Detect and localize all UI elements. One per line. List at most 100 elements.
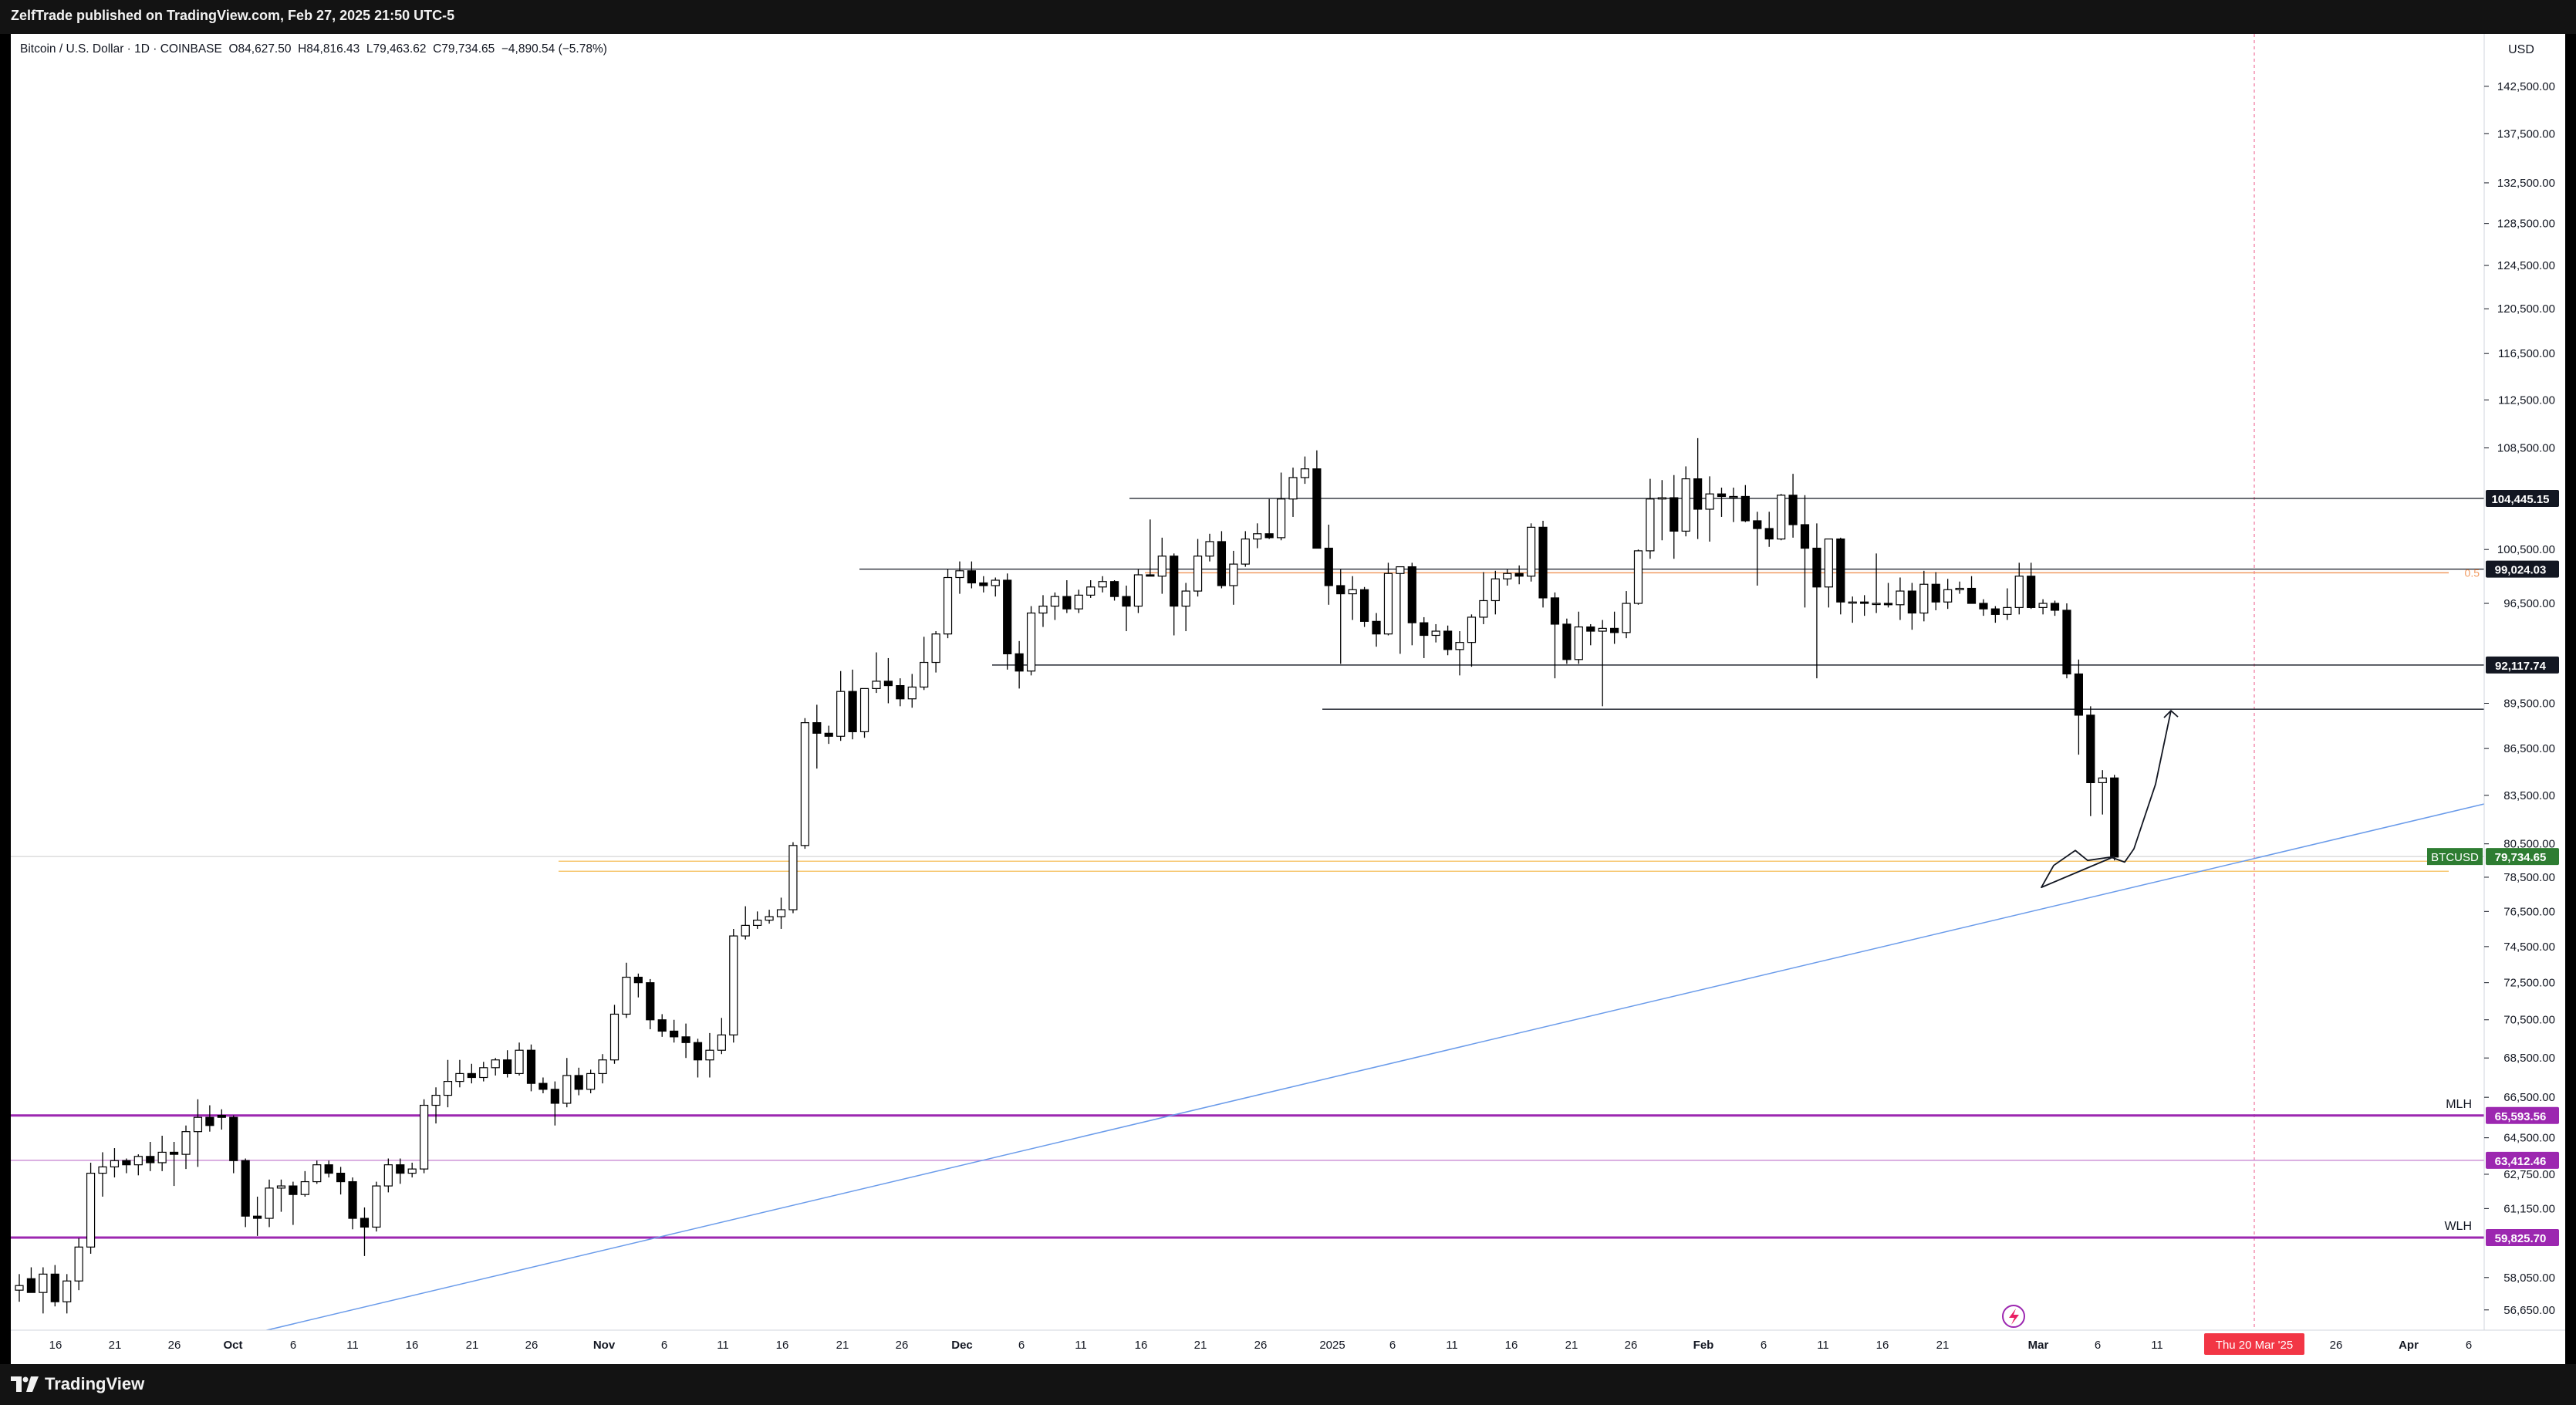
candle-down bbox=[670, 1030, 679, 1038]
price-tick-label: 100,500.00 bbox=[2497, 543, 2555, 556]
candle-up bbox=[1038, 605, 1048, 614]
candlestick-chart[interactable]: USD 142,500.00 137,500.00 132,500.00 128,500… bbox=[11, 34, 2565, 1364]
candle-up bbox=[1872, 603, 1881, 606]
price-tick-label: 86,500.00 bbox=[2503, 742, 2555, 755]
candle-down bbox=[574, 1075, 583, 1090]
time-tick-label: Mar bbox=[2028, 1339, 2049, 1352]
candle-up bbox=[443, 1081, 453, 1096]
currency-label: USD bbox=[2508, 43, 2534, 56]
price-label-text: 65,593.56 bbox=[2495, 1110, 2547, 1123]
candle-up bbox=[1133, 574, 1143, 607]
candle-up bbox=[1157, 556, 1166, 577]
price-tick-label: 142,500.00 bbox=[2497, 80, 2555, 93]
time-tick-label: 26 bbox=[1625, 1339, 1638, 1352]
price-tick-label: 89,500.00 bbox=[2503, 697, 2555, 710]
candle-up bbox=[1955, 587, 1964, 590]
time-tick-label: 11 bbox=[2151, 1339, 2163, 1352]
symbol-name[interactable]: Bitcoin / U.S. Dollar · 1D · COINBASE bbox=[20, 42, 222, 56]
candle-up bbox=[753, 919, 762, 926]
chart-panel[interactable]: USD 142,500.00 137,500.00 132,500.00 128,500… bbox=[11, 34, 2565, 1364]
candle-up bbox=[1050, 596, 1060, 607]
candle-up bbox=[431, 1094, 441, 1106]
candle-up bbox=[407, 1168, 417, 1174]
time-tick-label: 2025 bbox=[1319, 1339, 1345, 1352]
candle-up bbox=[1455, 642, 1464, 650]
candle-up bbox=[74, 1246, 83, 1282]
candle-up bbox=[1622, 603, 1631, 633]
tradingview-wordmark: TradingView bbox=[45, 1374, 145, 1393]
candle-down bbox=[1610, 627, 1619, 633]
time-tick-label: 26 bbox=[525, 1339, 538, 1352]
candle-up bbox=[1193, 556, 1203, 592]
candle-up bbox=[1491, 578, 1500, 602]
candle-up bbox=[62, 1280, 72, 1302]
lightning-icon bbox=[2009, 1309, 2019, 1325]
candle-up bbox=[1681, 478, 1690, 532]
price-label-bg bbox=[2486, 848, 2559, 866]
candle-down bbox=[1586, 626, 1595, 632]
candle-down bbox=[526, 1049, 536, 1084]
candle-down bbox=[1003, 579, 1012, 654]
time-tick-label: 11 bbox=[717, 1339, 729, 1352]
price-tick-label: 76,500.00 bbox=[2503, 905, 2555, 918]
level-annotation: 0.5 bbox=[2465, 566, 2480, 579]
candle-up bbox=[1086, 586, 1096, 596]
candle-down bbox=[1979, 603, 1988, 610]
candle-down bbox=[646, 982, 655, 1021]
crosshair-date-bg bbox=[2204, 1333, 2304, 1355]
tradingview-logo[interactable]: TradingView bbox=[11, 1374, 144, 1394]
candle-up bbox=[800, 722, 809, 846]
time-tick-label: 21 bbox=[1565, 1339, 1578, 1352]
candle-down bbox=[1907, 590, 1916, 614]
price-tick-label: 66,500.00 bbox=[2503, 1091, 2555, 1104]
price-label-bg bbox=[2486, 656, 2559, 674]
time-tick-label: Oct bbox=[223, 1339, 242, 1352]
candle-up bbox=[1396, 566, 1405, 574]
price-tick-label: 96,500.00 bbox=[2503, 597, 2555, 610]
candle-up bbox=[776, 909, 786, 917]
candle-up bbox=[1300, 468, 1310, 478]
candle-up bbox=[39, 1273, 48, 1293]
candle-down bbox=[681, 1036, 690, 1043]
candle-up bbox=[383, 1164, 393, 1187]
candle-down bbox=[1324, 547, 1333, 586]
price-label-text: 79,734.65 bbox=[2495, 851, 2547, 864]
candle-down bbox=[657, 1019, 667, 1032]
candle-up bbox=[907, 686, 917, 700]
candle-down bbox=[1359, 589, 1369, 622]
candle-down bbox=[848, 691, 857, 732]
candle-down bbox=[289, 1185, 298, 1195]
candle-up bbox=[1229, 563, 1238, 586]
price-label-bg bbox=[2486, 490, 2559, 507]
symbol-legend: Bitcoin / U.S. Dollar · 1D · COINBASE O8… bbox=[20, 42, 607, 56]
candle-down bbox=[1990, 608, 2000, 615]
candle-up bbox=[1943, 589, 1953, 603]
candle-down bbox=[824, 732, 833, 737]
symbol-price-tag bbox=[2427, 848, 2483, 866]
time-tick-label: 16 bbox=[1505, 1339, 1518, 1352]
publish-header: ZelfTrade published on TradingView.com, … bbox=[0, 0, 2576, 34]
candle-down bbox=[2074, 673, 2083, 716]
candle-down bbox=[1312, 468, 1322, 549]
time-tick-label: 6 bbox=[1761, 1339, 1767, 1352]
candle-down bbox=[1812, 547, 1821, 588]
price-label-bg bbox=[2486, 1106, 2559, 1124]
candle-down bbox=[1883, 603, 1893, 606]
candle-up bbox=[788, 845, 798, 910]
candle-up bbox=[181, 1131, 191, 1155]
candle-up bbox=[455, 1072, 464, 1082]
candle-up bbox=[1241, 538, 1250, 565]
time-tick-label: 11 bbox=[1817, 1339, 1829, 1352]
candle-up bbox=[943, 576, 953, 635]
candle-up bbox=[872, 681, 881, 689]
candle-up bbox=[193, 1116, 203, 1133]
candle-down bbox=[396, 1164, 405, 1174]
price-tick-label: 83,500.00 bbox=[2503, 789, 2555, 802]
candle-up bbox=[1896, 590, 1905, 606]
candle-down bbox=[467, 1072, 476, 1079]
candle-up bbox=[1633, 550, 1643, 604]
candle-down bbox=[1015, 653, 1024, 672]
candle-up bbox=[1098, 581, 1107, 588]
candle-up bbox=[1431, 630, 1440, 637]
